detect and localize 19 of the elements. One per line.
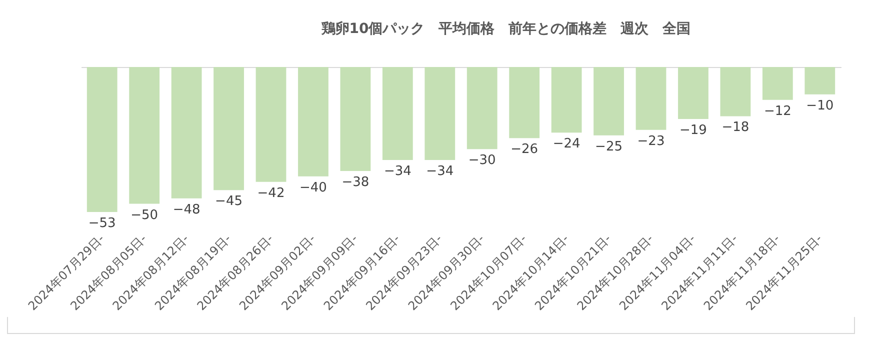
data-label: −34 bbox=[426, 164, 454, 180]
data-label: −53 bbox=[88, 216, 116, 231]
data-label: −42 bbox=[257, 186, 285, 201]
data-label: −24 bbox=[552, 136, 580, 152]
data-label: −26 bbox=[510, 142, 538, 158]
data-label: −34 bbox=[384, 164, 412, 180]
data-label: −10 bbox=[806, 98, 834, 114]
data-label: −40 bbox=[300, 180, 327, 196]
data-label: −19 bbox=[680, 122, 707, 138]
data-label: −25 bbox=[595, 139, 622, 154]
data-label: −45 bbox=[215, 194, 242, 210]
data-label: −12 bbox=[764, 104, 792, 119]
data-label: −50 bbox=[130, 208, 158, 223]
data-label: −23 bbox=[637, 134, 665, 149]
data-label: −30 bbox=[468, 153, 496, 168]
chart-title: 鶏卵10個パック 平均価格 前年との価格差 週次 全国 bbox=[320, 21, 691, 37]
data-label: −48 bbox=[172, 202, 200, 218]
data-label: −18 bbox=[722, 120, 750, 136]
data-label: −38 bbox=[342, 174, 370, 190]
